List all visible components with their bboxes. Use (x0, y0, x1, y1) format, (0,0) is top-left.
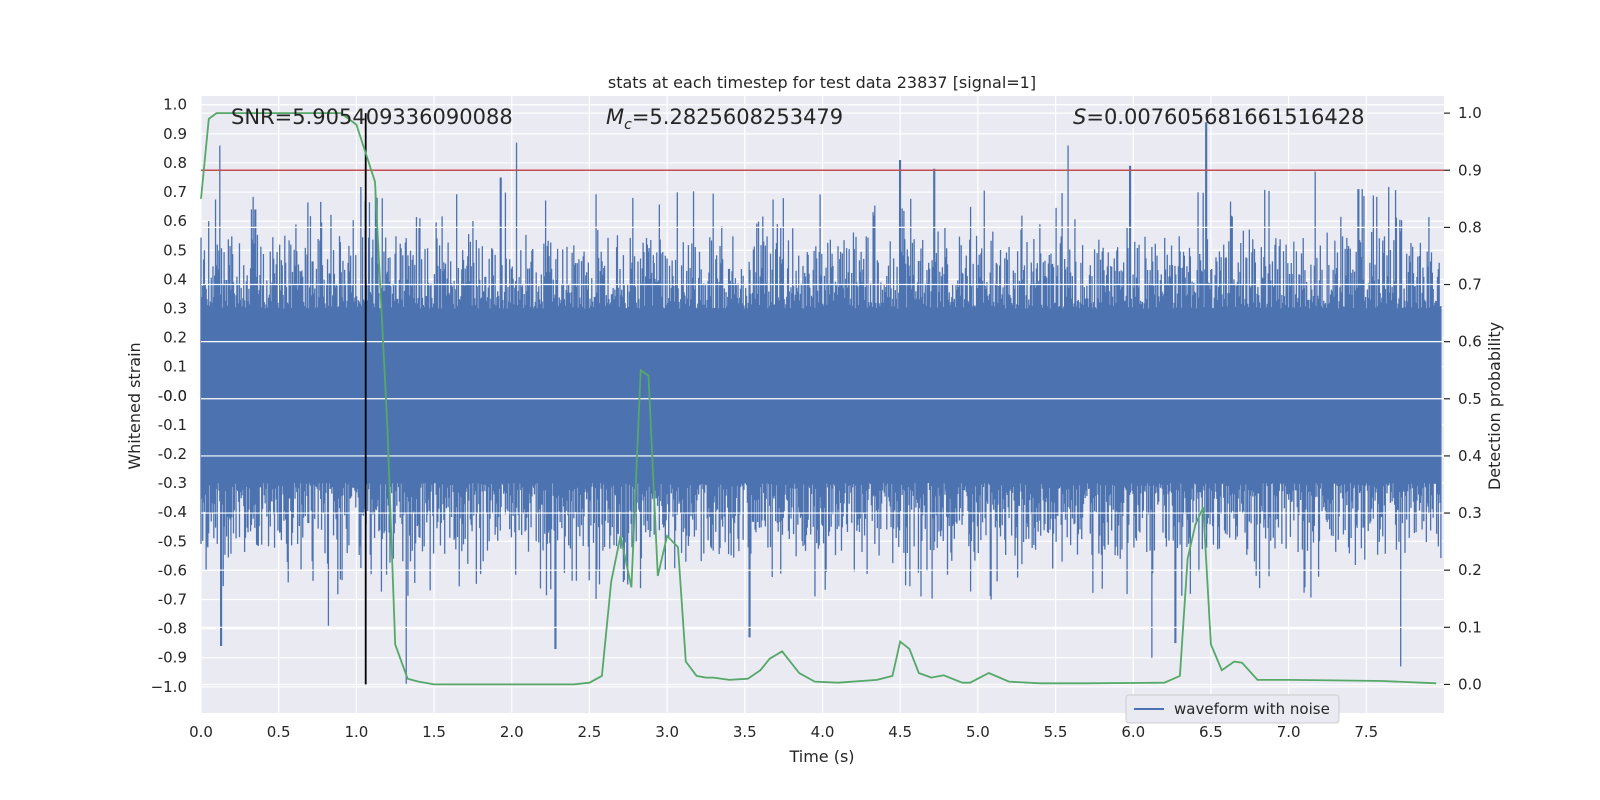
legend-label: waveform with noise (1174, 700, 1330, 718)
x-tick-label: 0.0 (189, 723, 213, 741)
y-left-tick-label: -0.8 (158, 620, 187, 638)
x-tick-label: 1.0 (344, 723, 368, 741)
x-tick-label: 5.0 (966, 723, 990, 741)
right-y-axis-label: Detection probability (1485, 322, 1504, 490)
y-left-tick-label: 0.5 (163, 241, 187, 259)
chirp-mass-subscript: c (624, 117, 632, 133)
y-right-tick-label: 0.0 (1458, 675, 1482, 693)
y-right-tick-label: 1.0 (1458, 104, 1482, 122)
y-left-tick-label: 0.6 (163, 212, 187, 230)
y-left-tick-label: -0.6 (158, 561, 187, 579)
x-tick-label: 6.0 (1121, 723, 1145, 741)
y-left-tick-label: 0.4 (163, 270, 187, 288)
left-y-axis-ticks: 1.0 0.9 0.8 0.7 0.6 0.5 0.4 0.3 0.2 0.1 0.0-0.0 -0.… (151, 96, 187, 696)
chirp-mass-symbol: M (606, 105, 624, 129)
x-tick-label: 2.0 (500, 723, 524, 741)
y-right-tick-label: 0.2 (1458, 561, 1482, 579)
x-tick-label: 0.5 (267, 723, 291, 741)
y-left-tick-label: -0.9 (158, 649, 187, 667)
chart-title: stats at each timestep for test data 238… (608, 73, 1036, 92)
x-tick-label: 3.0 (655, 723, 679, 741)
x-tick-label: 5.5 (1044, 723, 1068, 741)
y-left-tick-label: 0.8 (163, 154, 187, 172)
left-y-axis-label: Whitened strain (125, 342, 144, 469)
y-left-tick-label: 0.2 (163, 329, 187, 347)
x-tick-label: 2.5 (578, 723, 602, 741)
y-left-tick-label: −1.0 (151, 678, 187, 696)
y-left-tick-label: 1.0 (163, 96, 187, 114)
y-right-tick-label: 0.4 (1458, 447, 1482, 465)
x-tick-label: 1.5 (422, 723, 446, 741)
x-tick-label: 4.5 (888, 723, 912, 741)
y-left-tick-label: 0.7 (163, 183, 187, 201)
legend-box (1125, 694, 1340, 724)
detection-probability-line (200, 112, 1437, 686)
horizontal-grid-overlay (201, 112, 1444, 686)
y-left-tick-label: 0.9 (163, 125, 187, 143)
y-right-tick-label: 0.6 (1458, 333, 1482, 351)
legend: waveform with noise (1125, 694, 1340, 724)
s-symbol: S (1073, 105, 1086, 129)
y-left-tick-label: -0.7 (158, 590, 187, 608)
y-left-tick-label: -0.3 (158, 474, 187, 492)
chirp-mass-value: =5.2825608253479 (632, 105, 843, 129)
y-left-tick-label: -0.1 (158, 416, 187, 434)
x-tick-label: 4.0 (811, 723, 835, 741)
x-tick-label: 3.5 (733, 723, 757, 741)
y-right-tick-label: 0.8 (1458, 218, 1482, 236)
y-right-tick-label: 0.7 (1458, 276, 1482, 294)
y-left-tick-label: 0.3 (163, 299, 187, 317)
x-tick-label: 6.5 (1199, 723, 1223, 741)
waveform-core-band (201, 334, 1441, 457)
y-right-tick-label: 0.9 (1458, 161, 1482, 179)
y-left-tick-label: -0.0 (158, 387, 187, 405)
x-axis-label: Time (s) (788, 747, 854, 766)
x-tick-label: 7.0 (1277, 723, 1301, 741)
y-left-tick-label: 0.0 (163, 387, 187, 405)
y-right-tick-label: 0.3 (1458, 504, 1482, 522)
y-left-tick-label: 0.1 (163, 358, 187, 376)
s-annotation: S=0.007605681661516428 (1073, 105, 1364, 129)
x-tick-label: 7.5 (1354, 723, 1378, 741)
s-value: =0.007605681661516428 (1086, 105, 1364, 129)
x-axis-ticks: 0.0 0.5 1.0 1.5 2.0 2.5 3.0 3.5 4.0 4.5 5.0 5.5 6.0 6… (189, 723, 1378, 741)
y-left-tick-label: -0.2 (158, 445, 187, 463)
waveform-series (200, 122, 1442, 684)
right-y-axis-ticks: 1.0 0.9 0.8 0.7 0.6 0.5 0.4 0.3 0.2 0.1 0.0 (1444, 104, 1482, 693)
chirp-mass-annotation: Mc=5.2825608253479 (606, 105, 843, 133)
y-right-tick-label: 0.5 (1458, 390, 1482, 408)
y-left-tick-label: -0.4 (158, 503, 187, 521)
y-left-tick-label: -0.5 (158, 532, 187, 550)
snr-annotation: SNR=5.905409336090088 (231, 105, 513, 129)
y-right-tick-label: 0.1 (1458, 618, 1482, 636)
